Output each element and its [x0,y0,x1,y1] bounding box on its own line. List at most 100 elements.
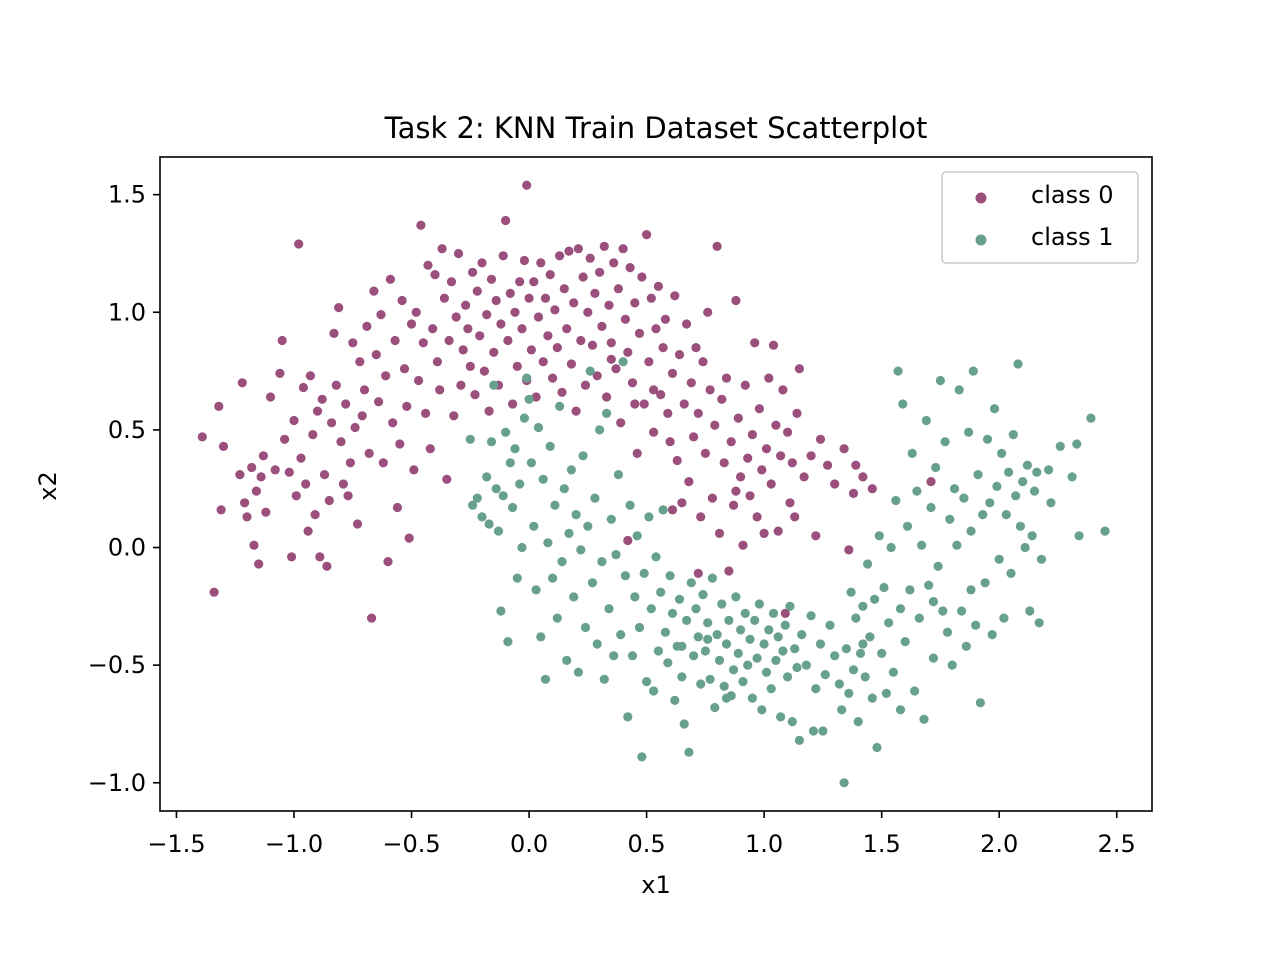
point-class-1 [618,357,628,367]
point-class-1 [935,375,946,386]
point-class-1 [839,778,849,788]
point-class-1 [959,493,969,503]
point-class-1 [851,613,861,623]
point-class-0 [752,512,762,522]
point-class-1 [536,632,546,642]
point-class-0 [703,307,713,317]
point-class-0 [378,458,388,468]
point-class-1 [947,660,957,670]
point-class-1 [729,665,739,675]
point-class-1 [966,585,976,595]
point-class-1 [860,672,870,682]
legend-marker-class-1 [975,234,987,246]
point-class-1 [609,651,619,661]
point-class-1 [912,486,922,496]
point-class-1 [1013,359,1023,369]
point-class-0 [348,338,358,348]
point-class-0 [258,451,268,461]
point-class-0 [446,277,457,287]
point-class-0 [216,505,226,515]
point-class-0 [381,371,391,381]
point-class-1 [900,637,910,647]
point-class-1 [686,578,696,588]
point-class-1 [606,514,616,524]
point-class-1 [1072,439,1082,449]
point-class-0 [590,288,600,298]
point-class-0 [430,270,440,280]
point-class-0 [548,373,558,383]
point-class-0 [757,465,767,475]
point-class-0 [289,415,299,426]
point-class-1 [884,618,894,628]
point-class-1 [731,592,741,602]
point-class-1 [580,622,591,633]
point-class-1 [815,639,826,649]
point-class-0 [296,453,306,463]
point-class-0 [637,272,647,282]
point-class-1 [552,613,562,623]
point-class-0 [714,528,725,539]
point-class-1 [482,472,492,482]
point-class-1 [651,552,661,562]
point-class-0 [526,345,537,355]
point-class-1 [964,427,974,437]
point-class-0 [743,453,753,463]
point-class-1 [616,630,626,640]
point-class-0 [312,406,323,416]
point-class-1 [750,615,760,626]
point-class-1 [952,540,962,550]
point-class-1 [830,651,840,661]
point-class-1 [921,415,931,426]
point-class-0 [639,399,649,409]
chart-title: Task 2: KNN Train Dataset Scatterplot [384,111,928,145]
x-tick-label: 0.0 [510,830,548,858]
point-class-0 [642,230,652,240]
point-class-0 [214,401,224,411]
point-class-0 [512,361,522,371]
point-class-0 [392,502,402,513]
point-class-0 [423,260,433,270]
point-class-0 [501,215,511,226]
point-class-1 [982,434,993,444]
point-class-1 [637,752,647,762]
point-class-0 [667,505,678,515]
point-class-0 [254,559,264,569]
point-class-1 [825,620,835,630]
point-class-0 [197,432,207,442]
point-class-1 [557,557,567,567]
point-class-1 [752,653,762,663]
legend-label-class-1: class 1 [1031,223,1113,251]
point-class-1 [966,526,976,536]
point-class-0 [324,495,334,506]
point-class-0 [218,441,229,451]
point-class-0 [505,288,515,298]
point-class-0 [740,380,750,390]
point-class-0 [280,434,290,444]
y-axis: −1.0 −0.5 0.0 0.5 1.0 1.5 [88,181,160,797]
point-class-1 [780,620,790,630]
point-class-0 [719,458,729,468]
point-class-0 [453,248,464,259]
point-class-0 [545,270,555,280]
point-class-0 [686,378,696,388]
point-class-1 [806,611,816,621]
point-class-0 [649,427,659,437]
point-class-0 [355,357,365,367]
point-class-0 [343,491,353,501]
x-tick-label: −0.5 [382,830,440,858]
point-class-0 [341,399,351,409]
point-class-1 [1015,521,1025,531]
point-class-0 [425,444,435,454]
point-class-0 [428,324,438,334]
point-class-0 [472,286,482,296]
point-class-0 [717,394,727,404]
point-class-1 [740,608,750,619]
point-class-1 [928,653,939,663]
point-class-1 [841,644,852,654]
point-class-1 [693,632,703,642]
point-class-0 [627,378,638,388]
point-class-1 [757,705,767,715]
point-class-1 [928,597,939,607]
point-class-0 [515,277,525,287]
